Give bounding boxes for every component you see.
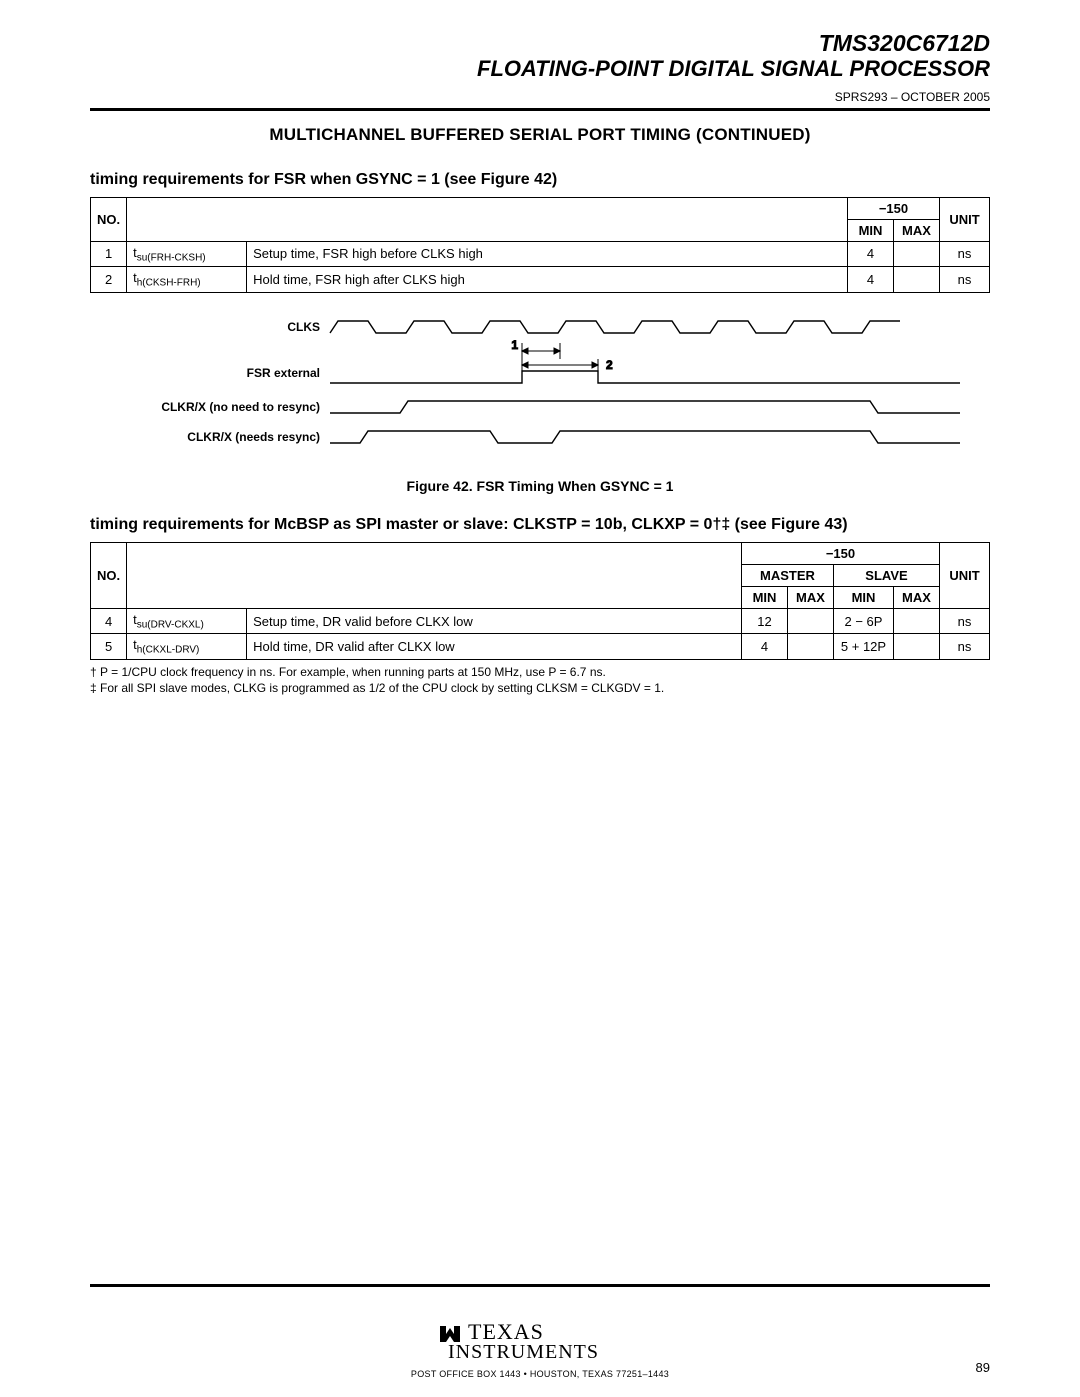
cell-param: th(CKXL-DRV) bbox=[127, 634, 247, 660]
cell-smax bbox=[894, 608, 940, 634]
cell-no: 2 bbox=[91, 267, 127, 293]
subhead-2: timing requirements for McBSP as SPI mas… bbox=[90, 516, 990, 534]
section-title: MULTICHANNEL BUFFERED SERIAL PORT TIMING… bbox=[90, 125, 990, 145]
cell-no: 5 bbox=[91, 634, 127, 660]
footnote-a: † P = 1/CPU clock frequency in ns. For e… bbox=[90, 664, 990, 680]
clks-wave bbox=[330, 321, 900, 333]
ti-logo: TEXAS INSTRUMENTS bbox=[430, 1312, 650, 1367]
footer-rule bbox=[90, 1284, 990, 1287]
th-unit: UNIT bbox=[940, 542, 990, 608]
th-blank bbox=[127, 542, 742, 608]
cell-desc: Setup time, DR valid before CLKX low bbox=[247, 608, 742, 634]
cell-no: 4 bbox=[91, 608, 127, 634]
cell-smin: 2 − 6P bbox=[834, 608, 894, 634]
th-min: MIN bbox=[834, 586, 894, 608]
label-clkrx2: CLKR/X (needs resync) bbox=[187, 430, 320, 444]
header-rule bbox=[90, 108, 990, 111]
cell-no: 1 bbox=[91, 241, 127, 267]
fsr-wave bbox=[330, 371, 960, 383]
th-min: MIN bbox=[848, 219, 894, 241]
cell-mmax bbox=[788, 634, 834, 660]
cell-mmin: 12 bbox=[742, 608, 788, 634]
marker-2: 2 bbox=[606, 358, 613, 372]
th-min: MIN bbox=[742, 586, 788, 608]
page: TMS320C6712D FLOATING-POINT DIGITAL SIGN… bbox=[0, 0, 1080, 1397]
th-no: NO. bbox=[91, 197, 127, 241]
cell-mmin: 4 bbox=[742, 634, 788, 660]
cell-unit: ns bbox=[940, 267, 990, 293]
th-max: MAX bbox=[788, 586, 834, 608]
table-row: 5 th(CKXL-DRV) Hold time, DR valid after… bbox=[91, 634, 990, 660]
clkrx2-wave bbox=[330, 431, 960, 443]
cell-min: 4 bbox=[848, 241, 894, 267]
th-max: MAX bbox=[894, 219, 940, 241]
cell-max bbox=[894, 241, 940, 267]
cell-unit: ns bbox=[940, 608, 990, 634]
footnote-b: ‡ For all SPI slave modes, CLKG is progr… bbox=[90, 680, 990, 696]
footnotes: † P = 1/CPU clock frequency in ns. For e… bbox=[90, 664, 990, 696]
subhead-1: timing requirements for FSR when GSYNC =… bbox=[90, 171, 990, 189]
table-row: 4 tsu(DRV-CKXL) Setup time, DR valid bef… bbox=[91, 608, 990, 634]
timing-diagram: CLKS FSR external CLKR/X (no need to res… bbox=[90, 313, 990, 468]
marker-1: 1 bbox=[511, 338, 518, 352]
timing-svg: CLKS FSR external CLKR/X (no need to res… bbox=[90, 313, 990, 463]
markers: 1 2 bbox=[511, 338, 613, 372]
th-slave: SLAVE bbox=[834, 564, 940, 586]
cell-unit: ns bbox=[940, 241, 990, 267]
footer: TEXAS INSTRUMENTS POST OFFICE BOX 1443 •… bbox=[0, 1312, 1080, 1379]
label-clks: CLKS bbox=[287, 320, 320, 334]
th-unit: UNIT bbox=[940, 197, 990, 241]
th-max: MAX bbox=[894, 586, 940, 608]
cell-param: th(CKSH-FRH) bbox=[127, 267, 247, 293]
cell-min: 4 bbox=[848, 267, 894, 293]
th-master: MASTER bbox=[742, 564, 834, 586]
doc-title: TMS320C6712D bbox=[90, 30, 990, 58]
th-speed: −150 bbox=[742, 542, 940, 564]
cell-desc: Setup time, FSR high before CLKS high bbox=[247, 241, 848, 267]
th-blank bbox=[127, 197, 848, 241]
cell-unit: ns bbox=[940, 634, 990, 660]
table-row: 1 tsu(FRH-CKSH) Setup time, FSR high bef… bbox=[91, 241, 990, 267]
label-fsr: FSR external bbox=[247, 366, 320, 380]
timing-table-2: NO. −150 UNIT MASTER SLAVE MIN MAX MIN M… bbox=[90, 542, 990, 660]
cell-desc: Hold time, FSR high after CLKS high bbox=[247, 267, 848, 293]
cell-param: tsu(FRH-CKSH) bbox=[127, 241, 247, 267]
brand-bottom: INSTRUMENTS bbox=[448, 1341, 599, 1362]
figure-caption: Figure 42. FSR Timing When GSYNC = 1 bbox=[90, 478, 990, 494]
clkrx1-wave bbox=[330, 401, 960, 413]
cell-param: tsu(DRV-CKXL) bbox=[127, 608, 247, 634]
cell-mmax bbox=[788, 608, 834, 634]
doc-subtitle: FLOATING-POINT DIGITAL SIGNAL PROCESSOR bbox=[90, 56, 990, 82]
label-clkrx1: CLKR/X (no need to resync) bbox=[161, 400, 320, 414]
cell-desc: Hold time, DR valid after CLKX low bbox=[247, 634, 742, 660]
th-no: NO. bbox=[91, 542, 127, 608]
table-row: 2 th(CKSH-FRH) Hold time, FSR high after… bbox=[91, 267, 990, 293]
th-speed: −150 bbox=[848, 197, 940, 219]
cell-max bbox=[894, 267, 940, 293]
page-number: 89 bbox=[976, 1360, 990, 1375]
cell-smin: 5 + 12P bbox=[834, 634, 894, 660]
footer-address: POST OFFICE BOX 1443 • HOUSTON, TEXAS 77… bbox=[0, 1369, 1080, 1379]
cell-smax bbox=[894, 634, 940, 660]
doc-number: SPRS293 – OCTOBER 2005 bbox=[90, 90, 990, 104]
timing-table-1: NO. −150 UNIT MIN MAX 1 tsu(FRH-CKSH) Se… bbox=[90, 197, 990, 293]
